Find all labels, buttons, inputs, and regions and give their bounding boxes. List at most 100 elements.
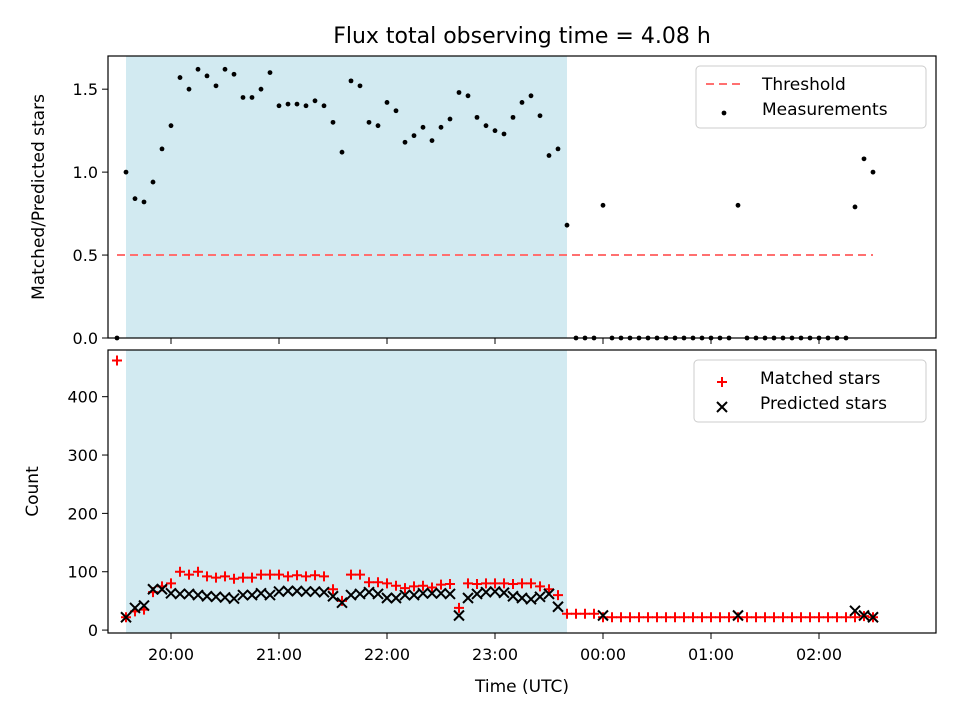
data-point: [346, 569, 356, 580]
data-point: [849, 605, 861, 617]
data-point: [246, 589, 258, 601]
data-point: [228, 592, 240, 605]
legend-label: Predicted stars: [760, 394, 887, 414]
data-point: [195, 66, 201, 72]
y-tick-label: 1.5: [73, 80, 98, 99]
data-point: [202, 571, 212, 582]
data-point: [120, 611, 132, 623]
panel-counts: 0 100 200 300 400 Count Matched stars Predicted…: [23, 349, 937, 640]
data-point: [463, 578, 473, 589]
x-axis-ticks: 20:00 21:00 22:00 23:00 00:00 01:00 02:00: [148, 645, 842, 664]
data-point: [589, 608, 599, 619]
data-point: [354, 588, 366, 600]
data-point: [481, 578, 491, 589]
data-point: [597, 609, 609, 622]
data-point: [501, 131, 507, 137]
legend-label: Matched stars: [760, 369, 880, 389]
data-point: [870, 169, 876, 175]
y-tick-label: 0.5: [73, 246, 98, 265]
data-point: [219, 591, 231, 604]
data-point: [661, 612, 671, 623]
data-point: [339, 149, 345, 155]
data-point: [411, 133, 417, 139]
data-point: [330, 119, 336, 125]
data-point: [471, 588, 483, 600]
data-point: [555, 146, 561, 152]
data-point: [364, 577, 374, 588]
data-point: [355, 569, 365, 580]
data-point: [294, 101, 300, 107]
data-point: [186, 86, 192, 92]
x-tick-label: 02:00: [796, 645, 842, 664]
data-point: [166, 578, 176, 589]
data-point: [247, 572, 257, 583]
data-point: [670, 612, 680, 623]
data-point: [454, 602, 464, 613]
data-point: [418, 580, 428, 591]
data-point: [732, 609, 744, 622]
data-point: [390, 592, 402, 604]
data-point: [814, 612, 824, 623]
data-point: [534, 591, 546, 603]
data-point: [483, 123, 489, 129]
data-point: [852, 204, 858, 210]
legend-swatch: [717, 377, 727, 387]
data-point: [165, 587, 177, 600]
data-point: [258, 86, 264, 92]
data-point: [282, 585, 294, 597]
data-point: [402, 139, 408, 145]
data-point: [264, 589, 276, 601]
data-point: [328, 584, 338, 595]
data-point: [337, 595, 347, 606]
data-point: [192, 589, 204, 601]
data-point: [156, 583, 168, 595]
data-point: [751, 612, 761, 623]
data-point: [858, 609, 870, 622]
x-tick-label: 22:00: [364, 645, 410, 664]
data-point: [175, 566, 185, 577]
data-point: [499, 578, 509, 589]
data-point: [409, 581, 419, 592]
data-point: [564, 222, 570, 228]
data-point: [168, 123, 174, 129]
data-point: [267, 70, 273, 75]
data-point: [348, 78, 354, 84]
data-point: [519, 100, 525, 105]
data-point: [715, 612, 725, 623]
data-point: [861, 156, 867, 162]
data-point: [472, 578, 482, 589]
data-point: [760, 612, 770, 623]
data-point: [498, 587, 510, 599]
data-point: [445, 578, 455, 589]
data-point: [735, 202, 741, 208]
data-point: [537, 113, 543, 119]
data-point: [220, 571, 230, 582]
data-point: [420, 124, 426, 130]
data-point: [373, 577, 383, 588]
data-point: [516, 592, 528, 604]
data-point: [706, 612, 716, 623]
data-point: [381, 592, 393, 604]
data-point: [132, 196, 138, 202]
data-point: [147, 583, 159, 595]
data-point: [318, 586, 330, 598]
data-point: [652, 612, 662, 623]
data-point: [274, 569, 284, 580]
data-point: [229, 573, 239, 584]
data-point: [303, 103, 309, 109]
data-point: [832, 612, 842, 623]
legend-box: [693, 359, 927, 423]
data-point: [436, 579, 446, 590]
data-point: [787, 612, 797, 623]
data-point: [462, 592, 474, 604]
data-point: [616, 612, 626, 623]
data-point: [150, 179, 156, 185]
observing-window-shade: [126, 56, 567, 338]
x-tick-label: 01:00: [688, 645, 734, 664]
data-point: [292, 570, 302, 581]
y-axis-label: Count: [23, 466, 43, 517]
data-point: [138, 599, 150, 612]
data-point: [607, 612, 617, 623]
chart-title: Flux total observing time = 4.08 h: [333, 24, 711, 49]
